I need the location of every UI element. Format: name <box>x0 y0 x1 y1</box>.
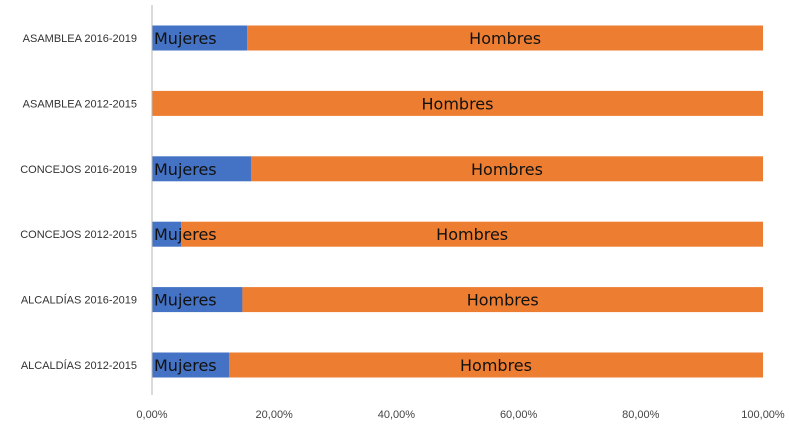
x-tick-label: 40,00% <box>378 409 416 421</box>
bars: Mujeres Hombres Hombres Mujeres Hombres Mujer… <box>152 25 764 378</box>
bar-label-hombres: Hombres <box>436 225 508 244</box>
bar-label-mujeres: Mujeres <box>154 160 217 179</box>
bar-mujeres <box>152 352 229 378</box>
bar-mujeres <box>152 25 248 51</box>
bar-label-hombres: Hombres <box>422 94 494 113</box>
bar-mujeres <box>152 156 251 182</box>
bar-hombres <box>228 352 764 378</box>
x-tick-labels: 0,00% 20,00% 40,00% 60,00% 80,00% 100,00% <box>136 409 785 421</box>
category-label: CONCEJOS 2012-2015 <box>20 229 137 241</box>
category-label: CONCEJOS 2016-2019 <box>20 164 137 176</box>
x-tick-label: 60,00% <box>500 409 538 421</box>
bar-label-hombres: Hombres <box>460 356 532 375</box>
bar-hombres <box>250 156 763 182</box>
bar-label-mujeres: Mujeres <box>154 225 217 244</box>
category-labels: ASAMBLEA 2016-2019 ASAMBLEA 2012-2015 CONC… <box>20 33 137 372</box>
bar-label-mujeres: Mujeres <box>154 356 217 375</box>
category-label: ALCALDÍAS 2016-2019 <box>21 294 137 307</box>
category-label: ASAMBLEA 2016-2019 <box>23 33 137 45</box>
x-tick-label: 100,00% <box>741 409 785 421</box>
bar-mujeres <box>152 221 182 247</box>
bar-label-hombres: Hombres <box>469 29 541 48</box>
bar-label-mujeres: Mujeres <box>154 291 217 310</box>
x-tick-label: 80,00% <box>622 409 660 421</box>
bar-hombres <box>242 287 764 313</box>
bar-hombres <box>181 221 763 247</box>
category-label: ALCALDÍAS 2012-2015 <box>21 359 137 372</box>
bar-hombres <box>152 90 763 116</box>
bar-mujeres <box>152 287 243 313</box>
bar-label-hombres: Hombres <box>471 160 543 179</box>
bar-hombres <box>247 25 764 51</box>
bar-label-mujeres: Mujeres <box>154 29 217 48</box>
category-label: ASAMBLEA 2012-2015 <box>23 98 137 110</box>
x-tick-label: 20,00% <box>256 409 294 421</box>
bar-label-hombres: Hombres <box>467 291 539 310</box>
x-tick-label: 0,00% <box>136 409 167 421</box>
